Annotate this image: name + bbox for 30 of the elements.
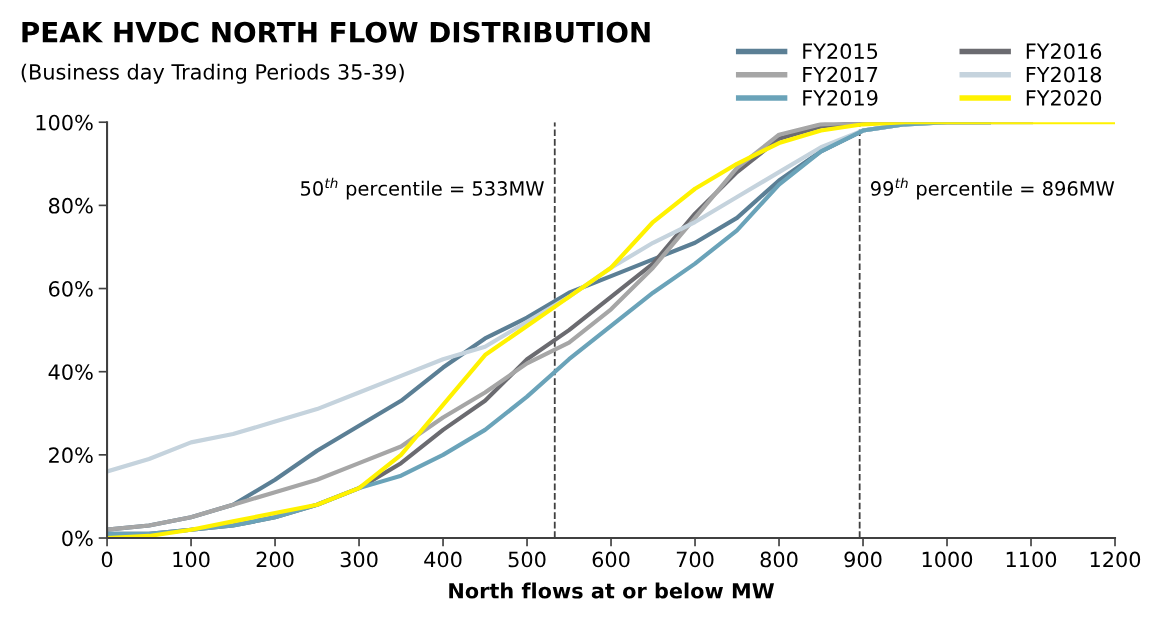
y-tick-label: 100% — [36, 114, 93, 131]
x-tick-label: 500 — [508, 551, 546, 568]
ref-line-label: 50$^{th}$ percentile = 533MW — [300, 177, 544, 200]
chart-title: PEAK HVDC NORTH FLOW DISTRIBUTION — [22, 21, 650, 43]
legend-label: FY2017 — [803, 66, 878, 83]
x-tick-label: 100 — [173, 551, 210, 568]
legend-label: FY2016 — [1026, 43, 1102, 60]
legend-label: FY2020 — [1026, 89, 1102, 106]
x-tick-label: 200 — [256, 551, 294, 568]
y-tick-label: 20% — [49, 447, 93, 464]
legend-label: FY2019 — [803, 89, 878, 106]
x-tick-label: 600 — [592, 551, 630, 568]
chart-subtitle: (Business day Trading Periods 35-39) — [21, 63, 404, 84]
x-tick-label: 900 — [844, 551, 882, 568]
y-tick-label: 80% — [48, 197, 93, 214]
y-tick-label: 60% — [49, 280, 93, 297]
x-tick-label: 800 — [760, 551, 798, 568]
x-tick-label: 300 — [340, 551, 378, 568]
x-tick-label: 400 — [424, 551, 462, 568]
legend-label: FY2018 — [1026, 66, 1102, 83]
x-tick-label: 0 — [101, 551, 113, 568]
legend-label: FY2015 — [803, 43, 878, 60]
x-tick-label: 1100 — [1006, 551, 1057, 568]
x-tick-label: 700 — [676, 551, 714, 568]
x-axis-title: North flows at or below MW — [449, 582, 775, 599]
x-tick-label: 1000 — [922, 551, 973, 568]
x-tick-label: 1200 — [1090, 551, 1141, 568]
ref-line-label: 99$^{th}$ percentile = 896MW — [870, 177, 1115, 200]
y-tick-label: 40% — [48, 364, 93, 380]
y-tick-label: 0% — [62, 530, 93, 547]
